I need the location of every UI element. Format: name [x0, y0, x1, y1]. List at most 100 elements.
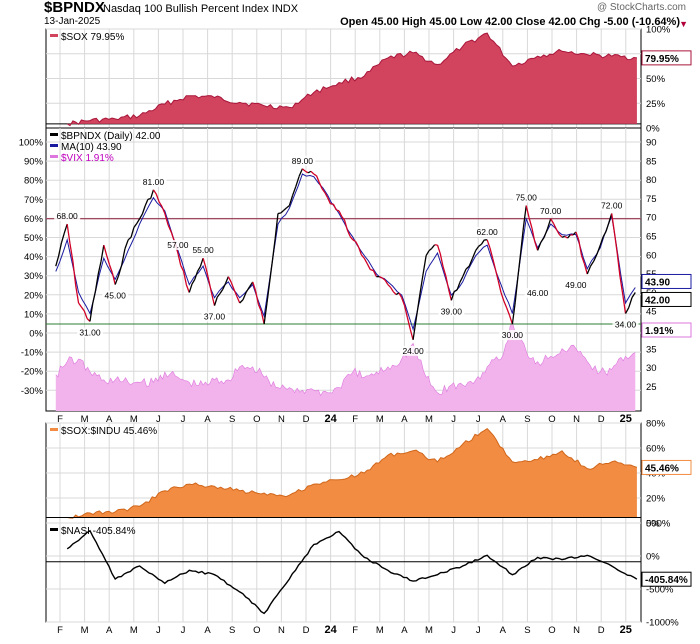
sox-y-tick-label: 50%: [646, 74, 666, 85]
nasi-panel: 500%0%-500%-1000%$NASI -405.84%-405.84%: [46, 519, 691, 629]
ma-last-value: 43.90: [645, 277, 670, 288]
nasi-y-tick-label: 500%: [646, 519, 671, 530]
legend-swatch: [50, 155, 58, 158]
bpndx-segment: [370, 270, 373, 271]
peak-label: 75.00: [516, 193, 538, 203]
peak-label: 70.00: [540, 206, 562, 216]
vix-legend: $VIX 1.91%: [61, 153, 114, 164]
peak-label: 30.00: [502, 330, 524, 340]
bpndx-left-tick-label: 30%: [24, 271, 44, 282]
x-tick-label: 24: [324, 413, 337, 425]
ratio-panel: 80%60%40%20%0%$SOX:$INDU 45.46%45.46%: [46, 419, 691, 530]
peak-label: 89.00: [292, 156, 314, 166]
x-tick-label: J: [476, 625, 481, 636]
x-tick-label: 25: [620, 624, 632, 636]
x-tick-label: M: [425, 414, 433, 425]
chart-credit: @ StockCharts.com: [597, 2, 686, 13]
x-tick-label: N: [573, 414, 580, 425]
vix-last-value: 1.91%: [645, 326, 673, 337]
legend-swatch: [50, 133, 58, 136]
bpndx-right-tick-label: 70: [646, 213, 657, 224]
nasi-y-tick-label: -1000%: [646, 618, 679, 629]
x-tick-label: A: [401, 625, 408, 636]
ohlc-summary: Open 45.00 High 45.00 Low 42.00 Close 42…: [340, 16, 680, 28]
peak-label: 68.00: [57, 211, 79, 221]
peak-label: 45.00: [105, 291, 127, 301]
x-tick-label: S: [229, 625, 235, 636]
bpndx-right-tick-label: 35: [646, 344, 657, 355]
x-tick-label: O: [548, 625, 555, 636]
nasi-y-tick-label: 0%: [646, 552, 660, 563]
x-tick-label: J: [181, 414, 186, 425]
bpndx-right-tick-label: 90: [646, 138, 657, 149]
legend-swatch: [50, 34, 58, 37]
sox-last-value: 79.95%: [645, 54, 679, 65]
x-tick-label: N: [278, 414, 285, 425]
peak-label: 49.00: [565, 280, 587, 290]
peak-label: 37.00: [204, 312, 226, 322]
peak-label: 57.00: [167, 240, 189, 250]
x-tick-label: D: [303, 625, 310, 636]
peak-label: 31.00: [79, 327, 101, 337]
peak-label: 55.00: [192, 245, 214, 255]
x-tick-label: M: [376, 414, 384, 425]
legend-swatch: [50, 144, 58, 147]
x-tick-label: A: [106, 625, 113, 636]
peak-label: 62.00: [477, 227, 499, 237]
bpndx-right-tick-label: 60: [646, 250, 657, 261]
change-down-icon: ▼: [679, 19, 688, 29]
bpndx-legend: $BPNDX (Daily) 42.00: [61, 131, 161, 142]
x-tick-label: F: [57, 625, 63, 636]
chart-name: Nasdaq 100 Bullish Percent Index INDX: [103, 3, 298, 15]
x-tick-label: F: [352, 414, 358, 425]
x-tick-label: A: [204, 625, 211, 636]
x-tick-label: S: [524, 414, 530, 425]
x-tick-label: J: [451, 414, 456, 425]
peak-label: 72.00: [601, 201, 623, 211]
bpndx-panel: 100%90%80%70%60%50%40%30%20%10%0%-10%-20…: [19, 128, 691, 411]
bpndx-right-tick-label: 25: [646, 382, 657, 393]
bpndx-left-tick-label: 100%: [19, 138, 44, 149]
nasi-last-value: -405.84%: [645, 575, 688, 586]
x-tick-label: O: [253, 625, 260, 636]
peak-label: 34.00: [615, 320, 637, 330]
bpndx-left-tick-label: -20%: [21, 367, 44, 378]
bpndx-right-tick-label: 45: [646, 307, 657, 318]
bpndx-left-tick-label: -30%: [21, 386, 44, 397]
ratio-y-tick-label: 80%: [646, 419, 666, 430]
ma-legend: MA(10) 43.90: [61, 142, 122, 153]
legend-swatch: [50, 528, 58, 531]
x-tick-label: N: [573, 625, 580, 636]
exchange-name: INDX: [272, 3, 298, 15]
bpndx-left-tick-label: 40%: [24, 252, 44, 263]
bpndx-left-tick-label: 90%: [24, 157, 44, 168]
bpndx-left-tick-label: 10%: [24, 309, 44, 320]
x-tick-label: M: [130, 414, 138, 425]
x-tick-label: M: [81, 625, 89, 636]
legend-swatch: [50, 428, 58, 431]
sox-panel: 100%75%50%25%0%$SOX 79.95%79.95%: [46, 25, 691, 135]
x-tick-label: O: [253, 414, 260, 425]
ratio-y-tick-label: 20%: [646, 494, 666, 505]
bpndx-right-tick-label: 30: [646, 363, 657, 374]
bpndx-right-tick-label: 80: [646, 175, 657, 186]
x-tick-label: M: [425, 625, 433, 636]
x-tick-label: M: [376, 625, 384, 636]
x-tick-label: S: [524, 625, 530, 636]
x-tick-label: J: [476, 414, 481, 425]
x-tick-label: O: [548, 414, 555, 425]
x-tick-label: A: [106, 414, 113, 425]
x-tick-label: D: [598, 414, 605, 425]
bpndx-left-tick-label: 60%: [24, 214, 44, 225]
x-tick-label: F: [352, 625, 358, 636]
bpndx-left-tick-label: 80%: [24, 176, 44, 187]
peak-label: 39.00: [441, 306, 463, 316]
bpndx-segment: [148, 199, 151, 200]
sox-y-tick-label: 0%: [646, 124, 660, 135]
peak-label: 81.00: [143, 177, 165, 187]
x-tick-label: M: [81, 414, 89, 425]
x-tick-label: J: [156, 414, 161, 425]
x-tick-label: M: [130, 625, 138, 636]
x-tick-label: A: [204, 414, 211, 425]
x-tick-label: F: [57, 414, 63, 425]
